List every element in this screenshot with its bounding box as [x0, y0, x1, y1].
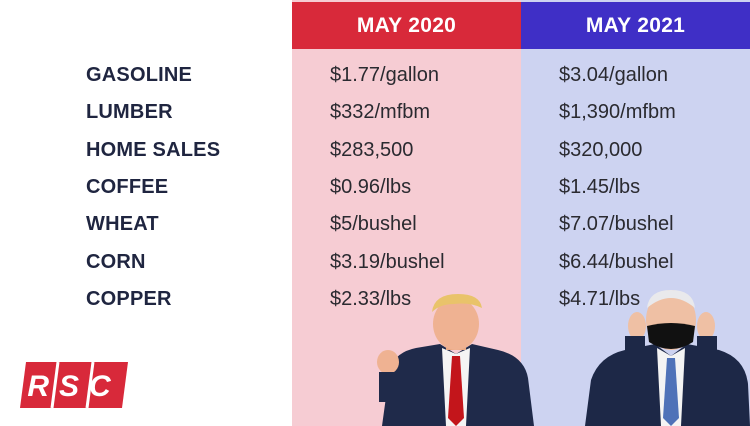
value-may-2021: $1.45/lbs [559, 176, 641, 198]
value-may-2020: $283,500 [330, 139, 414, 161]
row-gasoline: GASOLINE $1.77/gallon $3.04/gallon [0, 57, 750, 94]
header-may-2021: MAY 2021 [521, 2, 750, 49]
logo-text: RSC [27, 370, 120, 403]
row-home-sales: HOME SALES $283,500 $320,000 [0, 132, 750, 169]
value-may-2020: $0.96/lbs [330, 176, 412, 198]
value-may-2020: $332/mfbm [330, 101, 431, 123]
row-copper: COPPER $2.33/lbs $4.71/lbs [0, 281, 750, 318]
value-may-2021: $4.71/lbs [559, 288, 641, 310]
row-label: LUMBER [86, 101, 173, 123]
value-may-2021: $320,000 [559, 139, 643, 161]
value-may-2021: $1,390/mfbm [559, 101, 676, 123]
row-label: COFFEE [86, 176, 169, 198]
portrait-may-2020 [377, 294, 534, 426]
value-may-2020: $2.33/lbs [330, 288, 412, 310]
rsc-logo: RSC [20, 362, 128, 408]
header-may-2020: MAY 2020 [292, 2, 521, 49]
value-may-2021: $3.04/gallon [559, 64, 668, 86]
row-lumber: LUMBER $332/mfbm $1,390/mfbm [0, 94, 750, 131]
row-label: CORN [86, 251, 146, 273]
value-may-2021: $6.44/bushel [559, 251, 674, 273]
row-label: WHEAT [86, 213, 159, 235]
row-label: GASOLINE [86, 64, 193, 86]
row-label: HOME SALES [86, 139, 221, 161]
row-corn: CORN $3.19/bushel $6.44/bushel [0, 244, 750, 281]
portrait-may-2021 [585, 290, 750, 426]
row-wheat: WHEAT $5/bushel $7.07/bushel [0, 206, 750, 243]
value-may-2020: $3.19/bushel [330, 251, 445, 273]
row-label: COPPER [86, 288, 172, 310]
value-may-2021: $7.07/bushel [559, 213, 674, 235]
value-may-2020: $1.77/gallon [330, 64, 439, 86]
row-coffee: COFFEE $0.96/lbs $1.45/lbs [0, 169, 750, 206]
value-may-2020: $5/bushel [330, 213, 417, 235]
